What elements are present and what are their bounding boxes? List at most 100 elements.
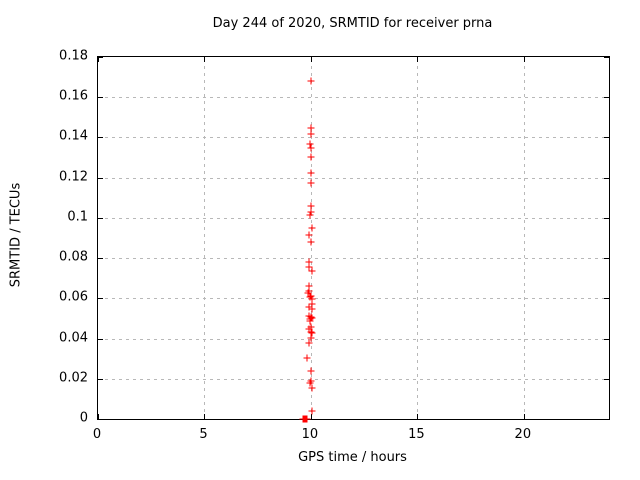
x-tick-label: 10 [301,427,319,442]
x-tick-label: 5 [199,427,208,442]
y-tick-left [98,57,103,58]
y-tick-label: 0.18 [59,48,88,64]
chart-title: Day 244 of 2020, SRMTID for receiver prn… [212,16,493,31]
data-point-marker [307,153,315,161]
y-tick-label: 0.12 [59,169,88,185]
data-point-marker [308,384,316,392]
x-tick-top [417,57,419,62]
x-tick-top [204,57,206,62]
x-tick-bottom [310,414,312,419]
y-axis-label: SRMTID / TECUs [8,182,24,288]
data-point-marker [307,169,315,177]
data-point-marker [307,377,315,385]
y-tick-left [98,378,103,380]
data-point-marker [306,293,314,301]
data-point-marker [305,231,313,239]
y-tick-right [604,57,609,58]
x-tick-label: 20 [514,427,532,442]
data-point-marker [307,130,315,138]
data-point-marker [307,334,315,342]
data-point-marker [306,317,314,325]
x-tick-bottom [523,414,525,419]
data-point-marker [305,287,313,295]
y-tick-label: 0.14 [59,128,88,144]
y-tick-right [604,177,609,179]
data-point-marker [303,415,311,423]
data-point-marker [307,77,315,85]
plot-area [97,56,610,423]
x-tick-bottom [417,414,419,419]
y-tick-left [98,217,103,219]
data-point-marker [307,367,315,375]
data-point-marker [308,300,316,308]
y-tick-right [604,338,609,340]
data-point-marker [308,314,316,322]
y-tick-label: 0.08 [59,249,88,265]
y-tick-label: 0.16 [59,88,88,104]
data-point-marker [307,179,315,187]
y-tick-right [604,298,609,300]
data-point-marker [307,144,315,151]
x-gridline [417,57,419,419]
x-tick-label: 15 [408,427,425,442]
y-gridline [98,298,609,300]
x-gridline [204,57,206,419]
data-point-marker [307,124,315,132]
x-gridline [523,57,525,419]
data-point-marker [308,305,316,313]
y-tick-left [98,97,103,99]
data-point-marker [308,267,316,275]
data-point-marker [305,258,313,266]
y-tick-left [98,177,103,179]
y-tick-left [98,419,103,420]
y-gridline [98,97,609,99]
y-tick-right [604,137,609,139]
data-point-marker [307,202,315,210]
y-tick-left [98,137,103,139]
y-tick-right [604,419,609,420]
x-tick-top [310,57,312,62]
y-gridline [98,177,609,179]
data-point-marker [306,379,314,387]
y-gridline [98,378,609,380]
y-tick-right [604,97,609,99]
data-point-marker [305,312,313,320]
y-tick-label: 0.02 [59,370,88,386]
data-point-marker [305,263,313,271]
y-gridline [98,258,609,260]
y-tick-label: 0.1 [67,209,88,225]
data-point-marker [307,238,315,246]
data-point-marker [305,282,313,290]
data-point-marker [305,339,313,347]
y-gridline [98,338,609,340]
y-tick-right [604,217,609,219]
y-tick-label: 0.06 [59,289,88,305]
y-tick-left [98,298,103,300]
data-point-marker [308,295,316,303]
x-tick-bottom [98,414,99,419]
y-gridline [98,217,609,219]
y-gridline [98,137,609,139]
x-tick-label: 0 [92,427,102,442]
data-point-marker [305,303,313,311]
data-point-marker [305,325,313,333]
data-point-marker [307,313,315,321]
y-tick-left [98,258,103,260]
data-point-marker [306,140,314,148]
data-point-marker [303,354,311,362]
x-tick-top [98,57,99,62]
data-point-marker [307,323,315,331]
data-point-marker [307,208,315,216]
y-tick-label: 0 [79,410,88,426]
data-point-marker [304,289,312,297]
x-gridline [310,57,312,419]
x-tick-bottom [204,414,206,419]
y-tick-right [604,258,609,260]
x-tick-top [523,57,525,62]
x-axis-label: GPS time / hours [298,450,407,465]
y-tick-left [98,338,103,340]
data-point-marker [308,224,316,232]
data-point-marker [307,328,315,336]
data-point-marker [308,329,316,337]
